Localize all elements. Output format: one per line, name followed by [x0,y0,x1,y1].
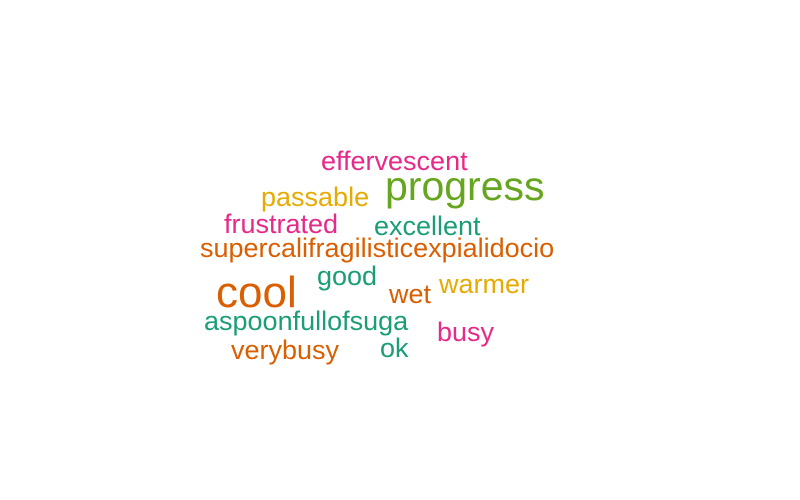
word-excellent: excellent [374,211,481,241]
word-warmer: warmer [439,269,530,299]
word-aspoonfullofsuga: aspoonfullofsuga [204,306,409,336]
word-cool: cool [216,268,297,317]
word-effervescent: effervescent [321,146,468,176]
word-busy: busy [437,317,495,347]
word-supercalifragilisticexpialidocio: supercalifragilisticexpialidocio [200,233,555,263]
word-good: good [317,261,378,291]
word-ok: ok [380,333,409,363]
word-progress: progress [385,163,545,209]
word-wet: wet [389,279,432,309]
word-frustrated: frustrated [224,209,339,239]
word-verybusy: verybusy [231,335,340,365]
word-passable: passable [261,182,370,212]
